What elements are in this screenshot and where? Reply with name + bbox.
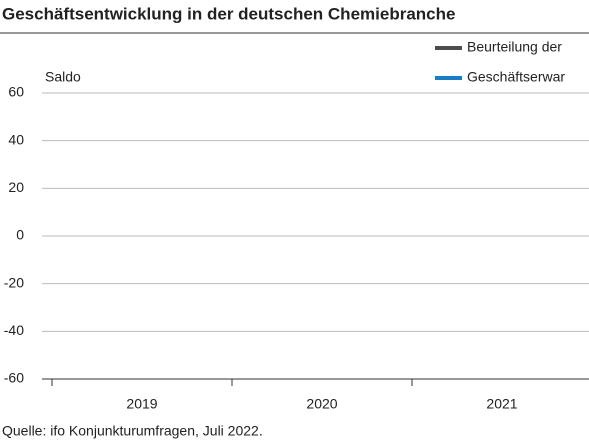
- y-tick-label: -60: [4, 370, 24, 386]
- chart-title: Geschäftsentwicklung in der deutschen Ch…: [2, 4, 455, 23]
- y-tick-label: 0: [16, 227, 24, 243]
- y-tick-label: 20: [8, 179, 24, 195]
- legend-label: Beurteilung der: [467, 39, 562, 55]
- source: Quelle: ifo Konjunkturumfragen, Juli 202…: [2, 423, 263, 439]
- y-tick-label: 40: [8, 131, 24, 147]
- y-tick-label: -20: [4, 274, 24, 290]
- y-tick-label: -40: [4, 322, 24, 338]
- legend-label: Geschäftserwar: [467, 69, 565, 85]
- y-axis-label: Saldo: [45, 69, 81, 85]
- grid: [42, 92, 589, 386]
- y-tick-label: 60: [8, 84, 24, 100]
- x-tick-label: 2021: [486, 396, 517, 412]
- x-tick-label: 2019: [126, 396, 157, 412]
- x-tick-label: 2020: [306, 396, 337, 412]
